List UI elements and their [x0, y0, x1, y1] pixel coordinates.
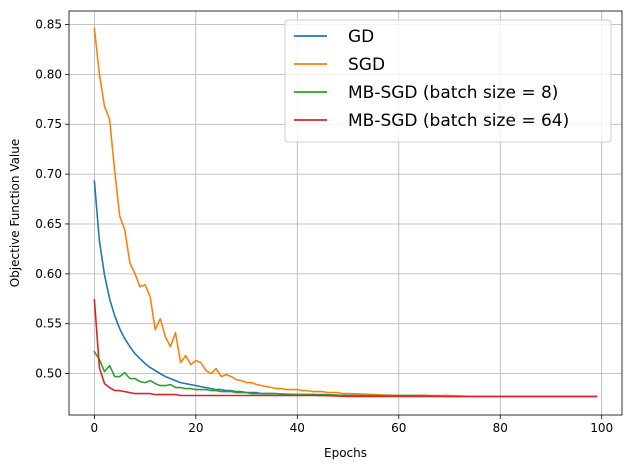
y-axis-label: Objective Function Value	[8, 139, 22, 288]
x-tick-label: 80	[493, 421, 508, 435]
y-tick-label: 0.60	[35, 267, 62, 281]
legend-box	[284, 19, 612, 143]
y-tick-label: 0.80	[35, 67, 62, 81]
series-layer	[93, 27, 598, 398]
series-line-3	[93, 298, 598, 398]
legend-label: MB-SGD (batch size = 8)	[348, 83, 558, 103]
x-tick-label: 100	[590, 421, 613, 435]
plot-frame	[68, 10, 623, 416]
y-tick-label: 0.70	[35, 167, 62, 181]
y-tick-label: 0.75	[35, 117, 62, 131]
x-tick-label: 60	[391, 421, 406, 435]
y-tick-label: 0.65	[35, 217, 62, 231]
legend-label: GD	[348, 27, 374, 47]
series-line-2	[93, 350, 598, 398]
legend: GD SGD MB-SGD (batch size = 8) MB-SGD (batc…	[284, 19, 612, 143]
ticks: 0 20 40 60 80 100 0.50 0.55 0.60 0.65 0.70 0.75 0.80…	[35, 17, 613, 435]
x-axis-label: Epochs	[324, 446, 367, 460]
x-tick-label: 0	[91, 421, 99, 435]
series-line-1	[93, 27, 598, 398]
legend-label: SGD	[348, 55, 385, 75]
x-tick-label: 40	[290, 421, 305, 435]
y-tick-label: 0.50	[35, 367, 62, 381]
x-tick-label: 20	[188, 421, 203, 435]
y-tick-label: 0.55	[35, 317, 62, 331]
legend-label: MB-SGD (batch size = 64)	[348, 111, 569, 131]
y-tick-label: 0.85	[35, 17, 62, 31]
